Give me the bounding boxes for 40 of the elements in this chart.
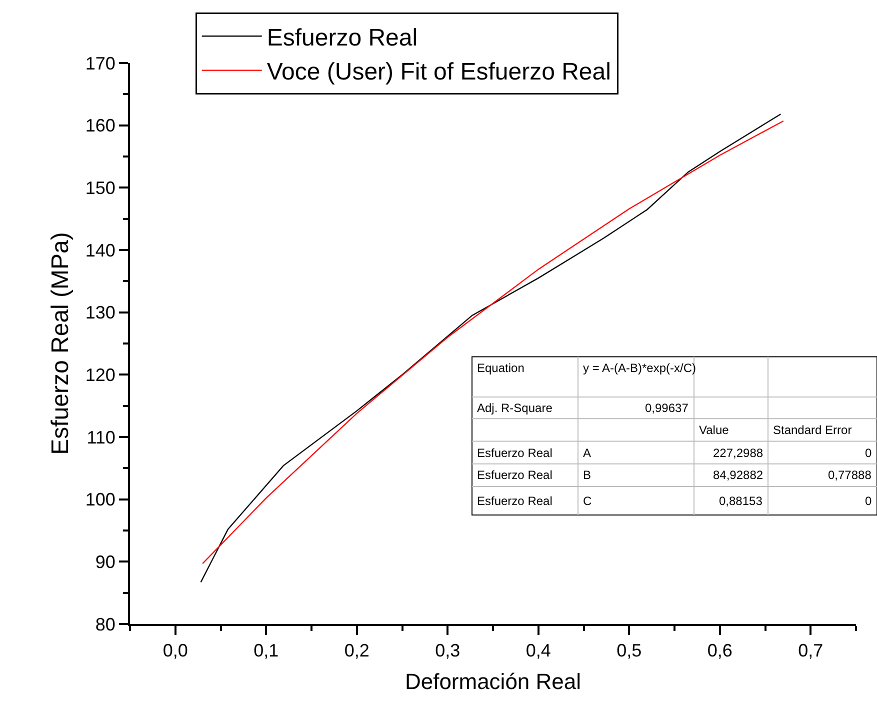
- x-tick-label: 0,6: [707, 640, 732, 661]
- y-tick-label: 90: [95, 552, 116, 572]
- annotation: 84,92882: [713, 468, 764, 482]
- x-tick-label: 0,4: [526, 640, 551, 661]
- annotation: 0,99637: [645, 401, 689, 415]
- y-tick-label: 140: [85, 240, 116, 260]
- y-tick-label: 170: [85, 53, 116, 74]
- y-axis-title: Esfuerzo Real (MPa): [46, 232, 74, 455]
- x-tick-label: 0,3: [435, 640, 460, 661]
- x-tick-label: 0,5: [616, 640, 642, 661]
- annotation: Value: [699, 423, 730, 437]
- x-tick-label: 0,1: [254, 640, 279, 661]
- y-tick-label: 150: [85, 178, 116, 198]
- annotation: Adj. R-Square: [477, 401, 553, 415]
- annotation: 227,2988: [713, 446, 764, 460]
- legend-label: Esfuerzo Real: [266, 24, 418, 52]
- text: 0: [865, 494, 872, 508]
- annotation: Esfuerzo Real: [477, 468, 552, 482]
- x-tick-label: 0,0: [162, 640, 188, 661]
- annotation: 0,88153: [719, 494, 763, 508]
- y-tick-label: 80: [95, 614, 116, 634]
- y-tick-label: 120: [85, 364, 116, 385]
- x-axis-title: Deformación Real: [404, 669, 582, 694]
- x-tick-label: 0,2: [344, 640, 370, 661]
- x-tick-label: 0,7: [798, 640, 824, 661]
- y-tick-label: 110: [86, 427, 116, 448]
- annotation: 0,77888: [828, 468, 872, 482]
- annotation: B: [583, 468, 592, 482]
- y-tick-label: 160: [85, 116, 116, 136]
- annotation: Esfuerzo Real: [477, 494, 552, 508]
- text: 0: [865, 446, 872, 460]
- y-tick-label: 130: [85, 302, 116, 323]
- annotation: C: [583, 494, 592, 508]
- annotation: Esfuerzo Real: [477, 446, 552, 460]
- annotation: y = A-(A-B)*exp(-x/C): [583, 361, 696, 375]
- annotation: Equation: [477, 361, 524, 375]
- annotation: Standard Error: [773, 423, 852, 437]
- annotation: A: [583, 446, 592, 460]
- y-tick-label: 100: [85, 490, 116, 510]
- legend-label: Voce (User) Fit of Esfuerzo Real: [266, 58, 611, 86]
